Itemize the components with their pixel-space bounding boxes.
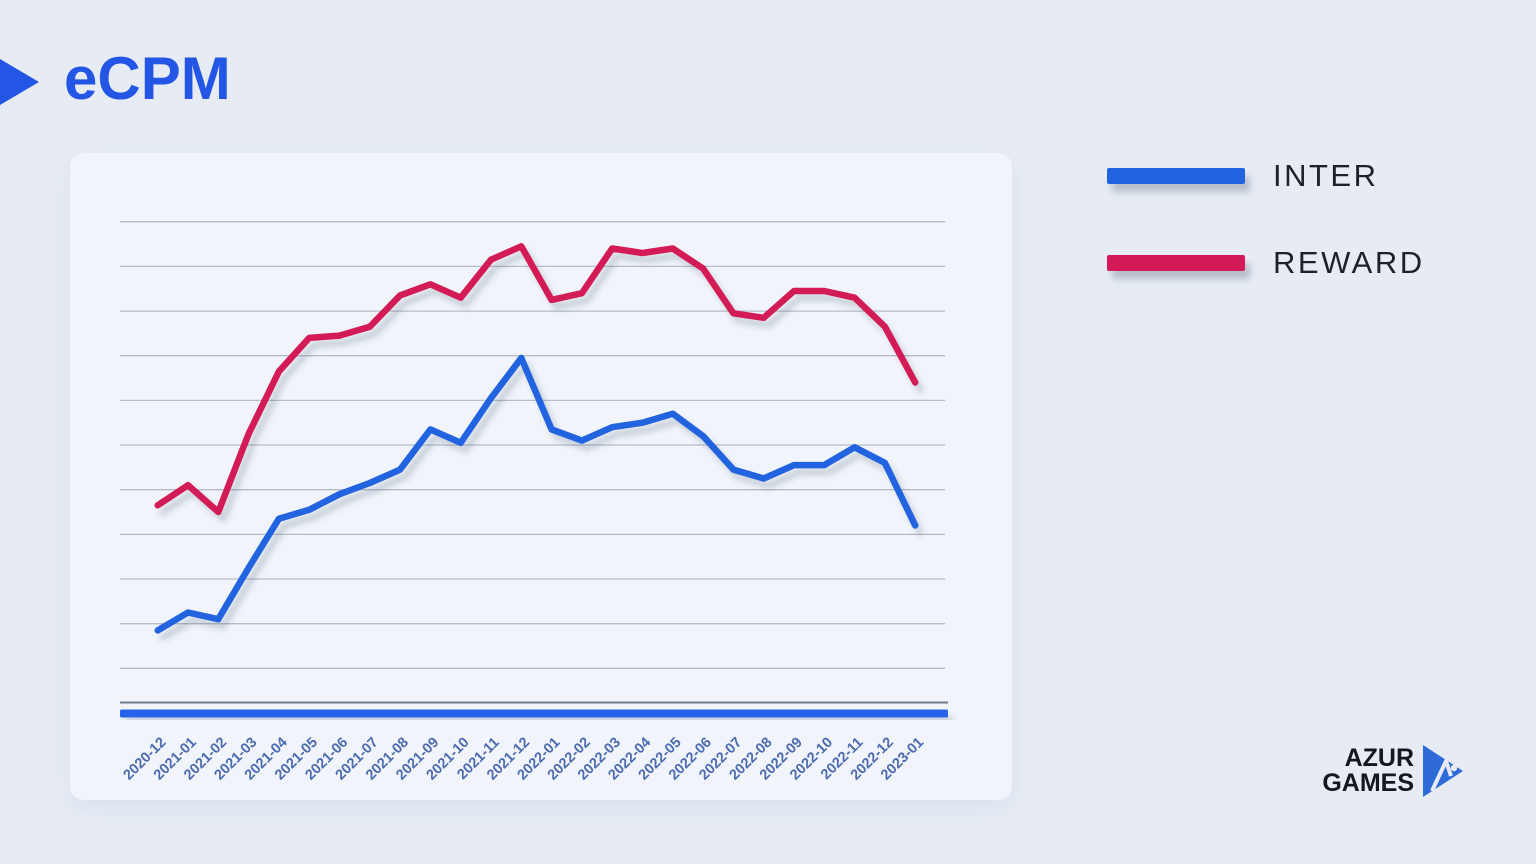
azur-games-logo-icon	[1423, 745, 1463, 797]
reward-line-swatch	[1107, 255, 1245, 271]
logo-line-azur: AZUR	[1344, 744, 1414, 772]
logo-line-games: GAMES	[1322, 769, 1414, 797]
azur-games-logo: AZUR GAMES	[1308, 744, 1465, 798]
legend-label-reward: REWARD	[1273, 245, 1425, 280]
legend-item-reward: REWARD	[1107, 245, 1425, 281]
inter-line-swatch	[1107, 168, 1245, 184]
page-title: eCPM	[64, 45, 231, 112]
azur-games-logo-text: AZUR GAMES	[1308, 746, 1414, 796]
legend-item-inter: INTER	[1107, 158, 1379, 194]
chart-panel	[70, 153, 1012, 800]
legend-label-inter: INTER	[1273, 158, 1379, 193]
title-arrow-icon	[0, 59, 39, 105]
